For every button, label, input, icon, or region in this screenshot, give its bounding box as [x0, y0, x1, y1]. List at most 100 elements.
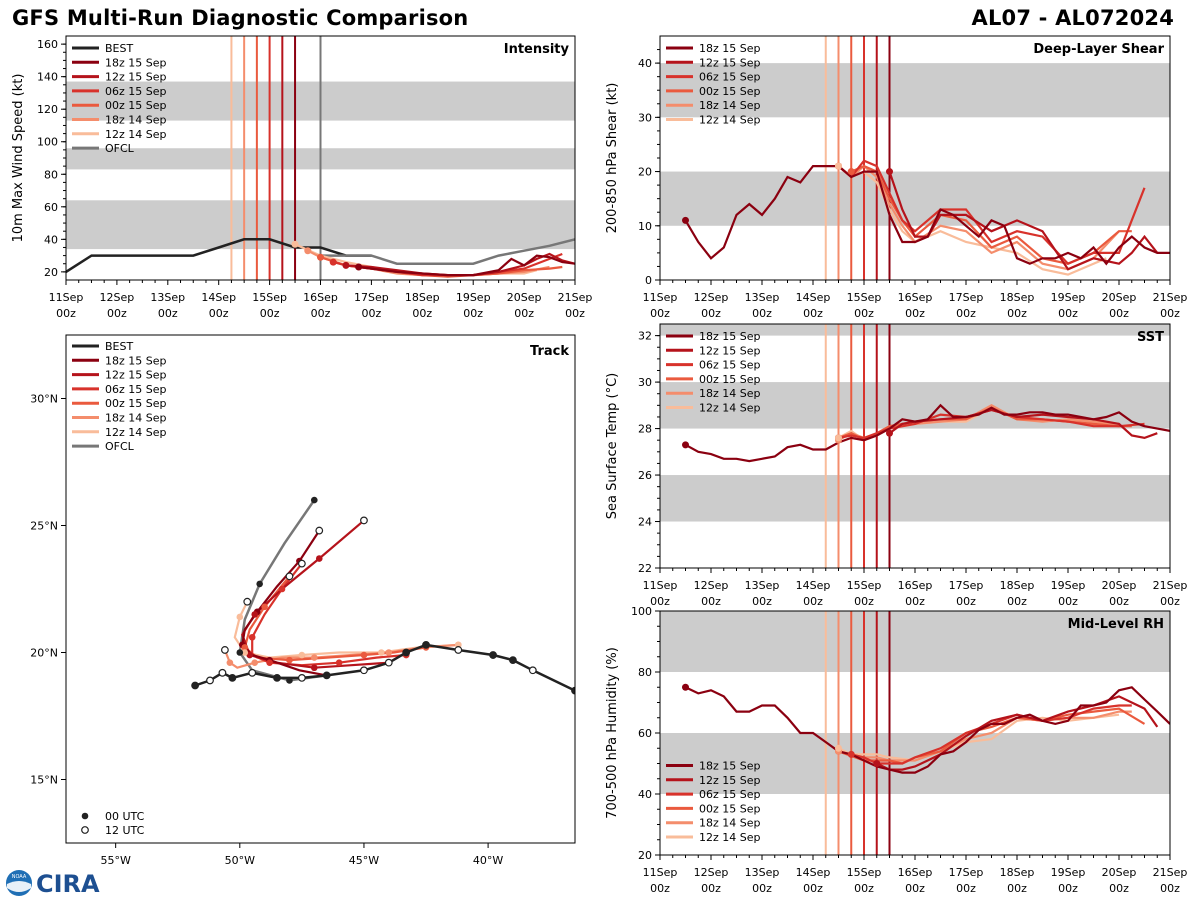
- y-tick-label: 20: [638, 166, 652, 179]
- panel-title: Track: [530, 344, 569, 359]
- legend-label-12z-15-sep: 12z 15 Sep: [105, 71, 167, 84]
- y-tick-label: 160: [37, 38, 58, 51]
- init-marker-06z-15-sep: [847, 750, 855, 758]
- x-tick-sublabel: 00z: [463, 307, 483, 320]
- x-tick-label: 13Sep: [150, 291, 185, 304]
- legend-label-06z-15-sep: 06z 15 Sep: [699, 71, 761, 84]
- best-point: [528, 666, 537, 675]
- x-tick-sublabel: 00z: [650, 595, 670, 608]
- series-18z-14-sep: [837, 164, 1120, 271]
- legend-label-12z-15-sep: 12z 15 Sep: [699, 774, 761, 787]
- legend-label-06z-15-sep: 06z 15 Sep: [105, 85, 167, 98]
- series-12z-15-sep: [876, 695, 1159, 771]
- track-point-12z-14-sep: [378, 649, 385, 656]
- x-tick-label: 15Sep: [847, 866, 882, 879]
- y-tick-label: 140: [37, 71, 58, 84]
- x-tick-sublabel: 00z: [650, 307, 670, 320]
- x-tick-sublabel: 00z: [752, 882, 772, 895]
- legend-label-12z-14-sep: 12z 14 Sep: [105, 128, 167, 141]
- panel-sst: 11Sep 00z 12Sep 00z 13Sep 00z 14Sep 00z 15Sep 00z…: [605, 323, 1187, 608]
- x-tick-sublabel: 00z: [956, 882, 976, 895]
- best-point: [454, 646, 463, 654]
- track-point-12z-15-sep: [315, 555, 323, 562]
- plot-frame: [65, 334, 576, 844]
- y-tick-label: 120: [37, 103, 58, 116]
- x-tick-label: 11Sep: [49, 291, 84, 304]
- legend-label-06z-15-sep: 06z 15 Sep: [105, 383, 167, 396]
- y-axis-label: 700-500 hPa Humidity (%): [605, 647, 620, 819]
- init-marker-18z-15-sep: [682, 683, 689, 691]
- cira-logo: NOAA CIRA: [6, 870, 100, 898]
- legend-label-best: BEST: [105, 340, 133, 353]
- init-marker-00z-15-sep: [317, 253, 324, 261]
- x-tick-sublabel: 00z: [1058, 307, 1078, 320]
- track-point-12z-14-sep: [298, 651, 306, 659]
- x-tick-label: 20Sep: [1102, 579, 1137, 592]
- x-tick-label: 55°W: [100, 854, 130, 867]
- x-tick-sublabel: 00z: [650, 882, 670, 895]
- y-tick-label: 40: [638, 788, 652, 801]
- legend-label-ofcl: OFCL: [105, 440, 135, 453]
- track-point-00z-15-sep: [360, 651, 368, 659]
- x-tick-label: 18Sep: [1000, 579, 1035, 592]
- y-tick-label: 40: [638, 57, 652, 70]
- track-point-12z-14-sep: [241, 649, 249, 656]
- x-tick-label: 20Sep: [1102, 291, 1137, 304]
- x-tick-sublabel: 00z: [701, 595, 721, 608]
- x-tick-sublabel: 00z: [905, 307, 925, 320]
- x-tick-sublabel: 00z: [854, 882, 874, 895]
- x-tick-label: 15Sep: [847, 579, 882, 592]
- threshold-band: [660, 171, 1170, 226]
- ofcl-point: [310, 496, 318, 504]
- ofcl-point: [256, 580, 263, 588]
- x-tick-label: 18Sep: [1000, 291, 1035, 304]
- x-tick-sublabel: 00z: [854, 595, 874, 608]
- series-12z-14-sep: [838, 713, 1120, 762]
- x-tick-label: 20Sep: [1102, 866, 1137, 879]
- threshold-band: [660, 611, 1170, 672]
- legend-label-12z-15-sep: 12z 15 Sep: [699, 56, 761, 69]
- y-tick-label: 20: [44, 266, 58, 279]
- y-axis-label: 10m Max Wind Speed (kt): [11, 74, 26, 243]
- x-tick-sublabel: 00z: [803, 595, 823, 608]
- y-tick-label: 60: [44, 201, 58, 214]
- marker-legend-00utc: 00 UTC: [105, 810, 145, 823]
- legend-label-18z-14-sep: 18z 14 Sep: [105, 412, 167, 425]
- legend-label-12z-14-sep: 12z 14 Sep: [699, 402, 761, 415]
- x-tick-sublabel: 00z: [803, 882, 823, 895]
- x-tick-sublabel: 00z: [1160, 882, 1180, 895]
- x-tick-label: 12Sep: [100, 291, 135, 304]
- y-tick-label: 15°N: [30, 774, 58, 787]
- x-tick-sublabel: 00z: [209, 307, 229, 320]
- threshold-band: [660, 733, 1170, 794]
- panel-intensity: 11Sep 00z 12Sep 00z 13Sep 00z 14Sep 00z 15Sep 00z…: [11, 35, 592, 320]
- legend-label-ofcl: OFCL: [105, 142, 135, 155]
- x-tick-label: 12Sep: [694, 866, 729, 879]
- init-marker-18z-15-sep: [682, 441, 689, 449]
- best-point: [402, 648, 411, 657]
- x-tick-sublabel: 00z: [1007, 882, 1027, 895]
- legend-label-18z-15-sep: 18z 15 Sep: [699, 760, 761, 773]
- init-marker-18z-15-sep: [682, 216, 689, 224]
- best-point: [384, 658, 393, 667]
- track-point-18z-14-sep: [251, 659, 259, 666]
- legend-label-18z-15-sep: 18z 15 Sep: [699, 42, 761, 55]
- legend-label-18z-14-sep: 18z 14 Sep: [699, 99, 761, 112]
- x-tick-label: 20Sep: [507, 291, 542, 304]
- init-marker-12z-15-sep: [886, 429, 893, 437]
- ofcl-point: [236, 649, 244, 656]
- x-tick-sublabel: 00z: [1160, 595, 1180, 608]
- best-point: [297, 674, 306, 682]
- plot-area: [191, 496, 575, 695]
- legend-label-00z-15-sep: 00z 15 Sep: [699, 373, 761, 386]
- track-point-06z-15-sep: [278, 585, 286, 593]
- y-tick-label: 100: [631, 605, 652, 618]
- init-marker-06z-15-sep: [329, 258, 337, 266]
- x-tick-label: 16Sep: [898, 579, 933, 592]
- y-tick-label: 0: [645, 274, 652, 287]
- init-marker-12z-14-sep: [835, 162, 842, 170]
- best-point: [422, 640, 430, 649]
- best-point: [489, 651, 497, 659]
- legend-label-12z-15-sep: 12z 15 Sep: [105, 369, 167, 382]
